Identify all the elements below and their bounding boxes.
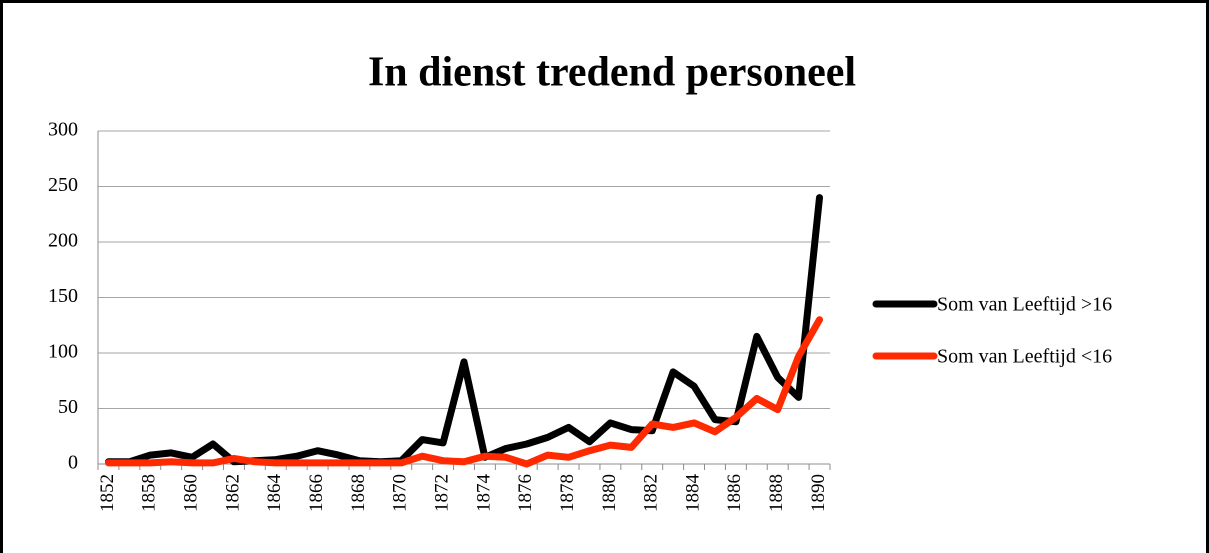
x-tick-label: 1866 bbox=[306, 474, 327, 512]
x-tick-label: 1872 bbox=[431, 474, 452, 512]
y-tick-label: 200 bbox=[48, 230, 78, 252]
x-tick-label: 1862 bbox=[222, 474, 243, 512]
x-tick-label: 1876 bbox=[515, 474, 536, 512]
series-line bbox=[105, 316, 823, 468]
x-tick-label: 1884 bbox=[682, 474, 703, 513]
x-tick-label: 1890 bbox=[808, 474, 829, 512]
y-tick-label: 150 bbox=[48, 285, 78, 307]
x-tick-label: 1888 bbox=[766, 474, 787, 512]
series-line bbox=[105, 194, 823, 466]
y-tick-label: 250 bbox=[48, 174, 78, 196]
x-tick-label: 1858 bbox=[139, 474, 160, 512]
x-tick-label: 1868 bbox=[348, 474, 369, 512]
x-tick-label: 1878 bbox=[557, 474, 578, 512]
y-tick-label: 50 bbox=[58, 396, 78, 418]
y-tick-label: 100 bbox=[48, 341, 78, 363]
x-tick-label: 1886 bbox=[724, 474, 745, 512]
x-tick-label: 1860 bbox=[180, 474, 201, 512]
x-tick-label: 1882 bbox=[641, 474, 662, 512]
legend-label: Som van Leeftijd <16 bbox=[937, 346, 1112, 368]
x-tick-label: 1864 bbox=[264, 474, 285, 513]
y-tick-label: 0 bbox=[68, 452, 78, 474]
x-tick-label: 1880 bbox=[599, 474, 620, 512]
y-tick-label: 300 bbox=[48, 119, 78, 141]
x-tick-label: 1870 bbox=[390, 474, 411, 512]
x-tick-label: 1852 bbox=[97, 474, 118, 512]
legend-label: Som van Leeftijd >16 bbox=[937, 294, 1112, 316]
x-tick-label: 1874 bbox=[473, 474, 494, 513]
chart-title: In dienst tredend personeel bbox=[368, 50, 856, 96]
